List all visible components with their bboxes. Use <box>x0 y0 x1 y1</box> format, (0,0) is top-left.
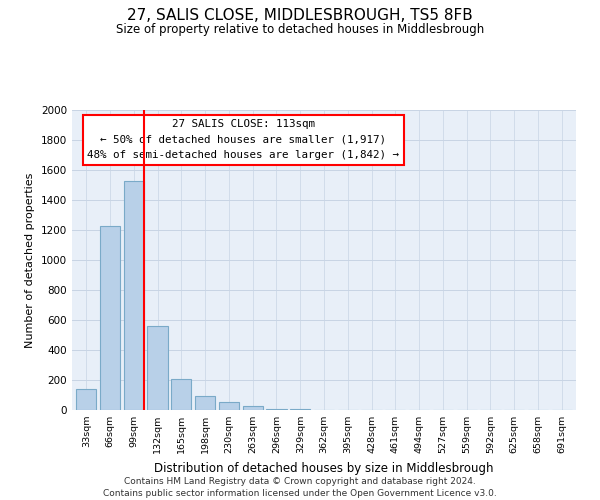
Bar <box>266 408 287 410</box>
Bar <box>148 326 167 410</box>
Bar <box>124 180 144 410</box>
Bar <box>100 226 120 410</box>
Bar <box>195 396 215 410</box>
Y-axis label: Number of detached properties: Number of detached properties <box>25 172 35 348</box>
Bar <box>290 409 310 410</box>
Text: Size of property relative to detached houses in Middlesbrough: Size of property relative to detached ho… <box>116 22 484 36</box>
Bar <box>76 389 97 410</box>
Text: Contains public sector information licensed under the Open Government Licence v3: Contains public sector information licen… <box>103 489 497 498</box>
Bar <box>242 406 263 410</box>
X-axis label: Distribution of detached houses by size in Middlesbrough: Distribution of detached houses by size … <box>154 462 494 474</box>
Text: 27 SALIS CLOSE: 113sqm
← 50% of detached houses are smaller (1,917)
48% of semi-: 27 SALIS CLOSE: 113sqm ← 50% of detached… <box>88 119 400 160</box>
Bar <box>219 402 239 410</box>
Bar <box>171 378 191 410</box>
Text: Contains HM Land Registry data © Crown copyright and database right 2024.: Contains HM Land Registry data © Crown c… <box>124 478 476 486</box>
Text: 27, SALIS CLOSE, MIDDLESBROUGH, TS5 8FB: 27, SALIS CLOSE, MIDDLESBROUGH, TS5 8FB <box>127 8 473 22</box>
